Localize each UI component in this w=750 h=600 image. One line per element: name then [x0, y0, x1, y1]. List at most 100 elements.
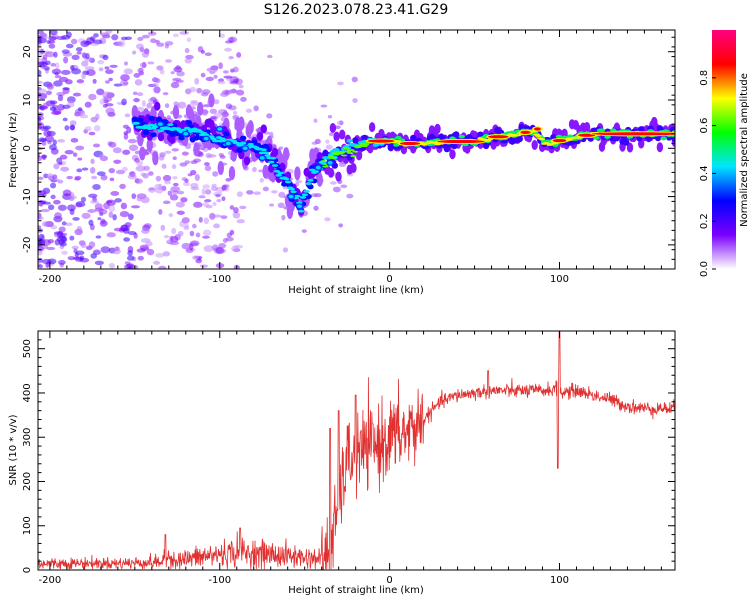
spectrogram-noise-mark	[207, 154, 217, 158]
spectrogram-noise-mark	[152, 83, 159, 87]
spectrogram-noise-mark	[81, 212, 91, 219]
spectrogram-noise-mark	[311, 141, 318, 145]
spectrogram-noise-mark	[204, 165, 212, 172]
spectrogram-noise-mark	[50, 194, 56, 200]
spectrogram-ridge-mark	[239, 141, 247, 145]
spectrogram-noise-mark	[212, 201, 217, 207]
spectrogram-ylabel: Frequency (Hz)	[8, 112, 19, 188]
spectrogram-noise-mark	[135, 165, 146, 172]
spectrogram-noise-mark	[47, 204, 55, 211]
spectrogram-noise-mark	[133, 73, 141, 78]
spectrogram-noise-mark	[220, 215, 228, 220]
spectrogram-noise-mark	[54, 75, 62, 79]
spectrogram-ridge-mark	[273, 169, 281, 173]
spectrogram-noise-mark	[38, 80, 43, 85]
spectrogram-noise-mark	[202, 229, 212, 236]
spectrogram-noise-mark	[60, 166, 70, 172]
spectrogram-ridge-mark	[131, 116, 139, 122]
spectrogram-noise-mark	[155, 253, 165, 258]
snr-ylabel: SNR (10 * v/v)	[8, 414, 19, 485]
spectrogram-noise-mark	[131, 193, 137, 200]
spectrogram-noise-mark	[100, 32, 110, 37]
spectrogram-noise-mark	[232, 211, 241, 219]
spectrogram-noise-mark	[190, 160, 198, 165]
colorbar-tick-label: 0.8	[699, 70, 710, 86]
spectrogram-ridge-mark	[236, 147, 243, 153]
spectrogram-noise-mark	[181, 242, 191, 250]
spectrogram-noise-mark	[127, 138, 137, 144]
spectrogram-noise-mark	[123, 61, 129, 66]
spectrogram-noise-mark	[112, 214, 117, 221]
figure-title: S126.2023.078.23.41.G29	[264, 2, 449, 18]
spectrogram-noise-mark	[120, 74, 130, 82]
spectrogram-noise-mark	[269, 203, 274, 207]
colorbar-bar	[712, 30, 736, 269]
spectrogram-ridge-mark	[350, 163, 357, 174]
spectrogram-noise-mark	[245, 108, 252, 113]
spectrogram-noise-mark	[325, 144, 333, 150]
spectrogram-noise-mark	[112, 147, 122, 154]
spectrogram-ridge-mark	[228, 166, 236, 181]
spectrogram-noise-mark	[246, 190, 254, 195]
spectrogram-noise-mark	[50, 62, 57, 67]
spectrogram-noise-mark	[106, 200, 113, 204]
spectrogram-noise-mark	[69, 124, 76, 131]
snr-frame	[37, 330, 676, 571]
spectrogram-noise-mark	[120, 202, 128, 210]
spectrogram-noise-mark	[38, 176, 44, 181]
spectrogram-noise-mark	[141, 34, 150, 39]
spectrogram-noise-mark	[162, 251, 171, 257]
spectrogram-noise-mark	[213, 214, 222, 218]
spectrogram-noise-mark	[75, 250, 85, 256]
spectrogram-noise-mark	[77, 157, 83, 161]
spectrogram-noise-mark	[202, 110, 208, 116]
spectrogram-noise-mark	[46, 83, 53, 89]
spectrogram-noise-mark	[189, 230, 195, 237]
spectrogram-ridge-mark	[333, 148, 340, 152]
spectrogram-noise-mark	[332, 186, 341, 193]
spectrogram-noise-mark	[105, 103, 114, 107]
spectrogram-noise-mark	[216, 199, 222, 203]
spectrogram-noise-mark	[57, 179, 64, 184]
spectrogram-noise-mark	[229, 229, 235, 235]
spectrogram-noise-mark	[340, 184, 348, 189]
spectrogram-ridge-mark	[139, 146, 146, 161]
spectrogram-noise-mark	[51, 110, 62, 116]
spectrogram-noise-mark	[90, 199, 99, 204]
spectrogram-noise-mark	[209, 70, 216, 75]
spectrogram-noise-mark	[124, 113, 131, 118]
spectrogram-noise-mark	[125, 36, 133, 41]
spectrogram-noise-mark	[225, 178, 232, 182]
spectrogram-noise-mark	[258, 169, 264, 173]
spectrogram-blob-mark	[183, 132, 189, 136]
spectrogram-ridge-mark	[449, 149, 456, 160]
spectrogram-noise-mark	[49, 30, 58, 36]
spectrogram-noise-mark	[189, 101, 199, 106]
spectrogram-noise-mark	[166, 115, 172, 120]
spectrogram-noise-mark	[190, 186, 200, 191]
spectrogram-noise-mark	[95, 235, 102, 239]
spectrogram-noise-mark	[140, 172, 146, 177]
spectrogram-ridge-mark	[361, 134, 368, 142]
spectrogram-ridge-mark	[346, 139, 353, 143]
spectrogram-noise-mark	[90, 43, 99, 47]
spectrogram-ridge-mark	[238, 116, 245, 131]
spectrogram-noise-mark	[172, 156, 177, 160]
spectrogram-noise-mark	[172, 33, 179, 38]
spectrogram-noise-mark	[62, 87, 70, 91]
spectrogram-noise-mark	[108, 77, 113, 82]
spectrogram-noise-mark	[42, 125, 52, 130]
spectrogram-noise-mark	[191, 255, 200, 260]
spectrogram-ridge-mark	[277, 171, 284, 175]
spectrogram-noise-mark	[38, 200, 44, 207]
spectrogram-noise-mark	[67, 204, 76, 212]
spectrogram-noise-mark	[69, 120, 77, 126]
spectrogram-noise-mark	[236, 219, 245, 224]
x-tick-label: 0	[386, 575, 392, 586]
spectrogram-peak-mark	[578, 133, 596, 137]
y-tick-label: 20	[22, 45, 33, 58]
spectrogram-noise-mark	[301, 229, 307, 233]
spectrogram-ridge-mark	[260, 124, 267, 134]
spectrogram-noise-mark	[60, 69, 71, 76]
spectrogram-ridge-mark	[152, 151, 159, 166]
